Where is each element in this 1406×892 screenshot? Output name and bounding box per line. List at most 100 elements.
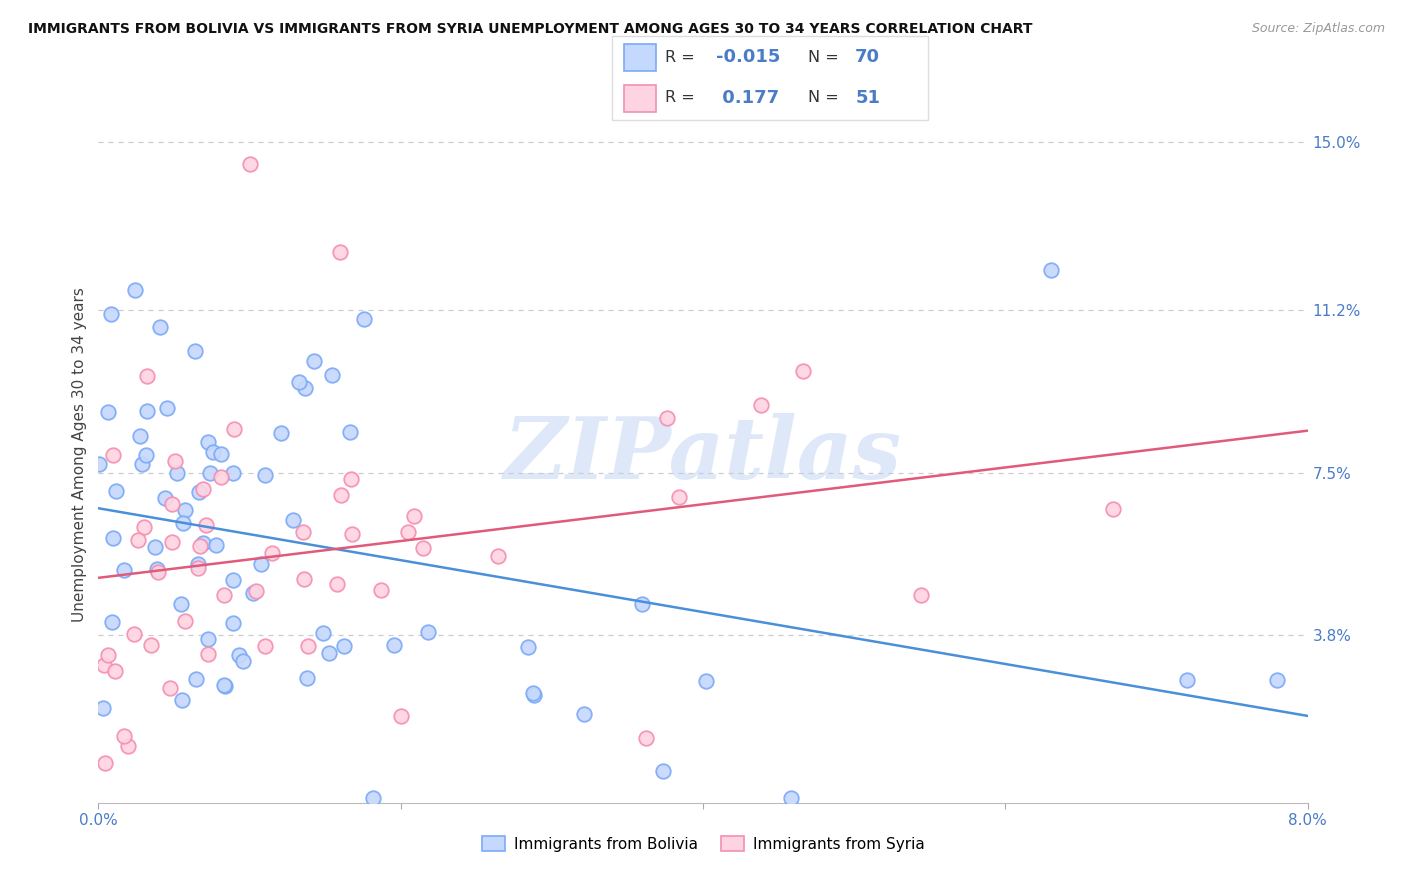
Point [205, 538, 228, 552]
Point [749, 398, 772, 412]
Point [695, 673, 717, 688]
Point [370, 583, 392, 598]
Point [104, 484, 127, 499]
Point [131, 457, 153, 471]
Point [339, 425, 361, 439]
Point [166, 467, 188, 481]
FancyBboxPatch shape [624, 45, 655, 71]
Point [97, 405, 120, 419]
Point [325, 576, 347, 591]
Point [101, 615, 124, 629]
Point [124, 627, 146, 641]
Point [242, 586, 264, 600]
Point [1102, 501, 1125, 516]
Point [651, 764, 673, 778]
Point [209, 447, 232, 461]
Point [198, 467, 221, 481]
Point [382, 638, 405, 652]
Point [184, 344, 207, 359]
Point [304, 354, 326, 368]
Point [197, 434, 219, 449]
Point [910, 588, 932, 602]
Point [159, 681, 181, 695]
Point [318, 646, 340, 660]
Text: R =: R = [665, 90, 695, 105]
Point [160, 535, 183, 549]
Point [254, 639, 277, 653]
Point [329, 245, 352, 260]
Point [197, 647, 219, 661]
Point [143, 541, 166, 555]
Text: ZIPatlas: ZIPatlas [503, 413, 903, 497]
Point [135, 448, 157, 462]
Point [396, 525, 419, 540]
Point [148, 565, 170, 579]
Point [132, 520, 155, 534]
Point [139, 638, 162, 652]
Point [292, 572, 315, 586]
Point [222, 573, 245, 587]
Point [212, 588, 235, 602]
Point [100, 307, 122, 321]
Point [173, 614, 195, 628]
Point [418, 624, 440, 639]
Point [522, 686, 544, 700]
Point [201, 445, 224, 459]
Point [172, 692, 194, 706]
Point [170, 597, 193, 611]
Point [294, 381, 316, 395]
Point [523, 688, 546, 702]
Point [104, 664, 127, 678]
Point [146, 562, 169, 576]
Point [135, 369, 157, 384]
Point [156, 401, 179, 415]
Point [87, 457, 110, 471]
Point [412, 541, 434, 555]
Point [184, 673, 207, 687]
Point [404, 508, 426, 523]
Point [1175, 673, 1198, 687]
Point [112, 563, 135, 577]
Legend: Immigrants from Bolivia, Immigrants from Syria: Immigrants from Bolivia, Immigrants from… [475, 830, 931, 858]
Text: N =: N = [808, 90, 838, 105]
Point [779, 791, 801, 805]
Text: R =: R = [665, 50, 695, 65]
Point [486, 549, 509, 563]
Point [245, 583, 267, 598]
Point [93, 657, 115, 672]
Point [295, 671, 318, 685]
Point [1267, 673, 1289, 687]
Point [340, 472, 363, 486]
Point [165, 454, 187, 468]
Text: 0.177: 0.177 [716, 89, 779, 107]
Point [155, 491, 177, 506]
Point [136, 403, 159, 417]
Point [253, 468, 276, 483]
Point [197, 632, 219, 646]
Point [631, 597, 654, 611]
Point [517, 640, 540, 654]
Point [188, 484, 211, 499]
FancyBboxPatch shape [612, 36, 928, 120]
Point [288, 375, 311, 389]
Point [94, 756, 117, 770]
Point [270, 425, 292, 440]
Point [332, 639, 354, 653]
Point [321, 368, 343, 382]
Text: 51: 51 [855, 89, 880, 107]
Point [188, 539, 211, 553]
Point [389, 709, 412, 723]
Point [124, 283, 146, 297]
Point [160, 497, 183, 511]
Point [187, 557, 209, 571]
Point [209, 469, 232, 483]
Point [792, 364, 814, 378]
Text: 70: 70 [855, 48, 880, 66]
Point [222, 615, 245, 630]
Point [232, 654, 254, 668]
Point [101, 448, 124, 462]
Point [91, 700, 114, 714]
Point [281, 512, 304, 526]
Point [228, 648, 250, 662]
Point [127, 533, 149, 548]
